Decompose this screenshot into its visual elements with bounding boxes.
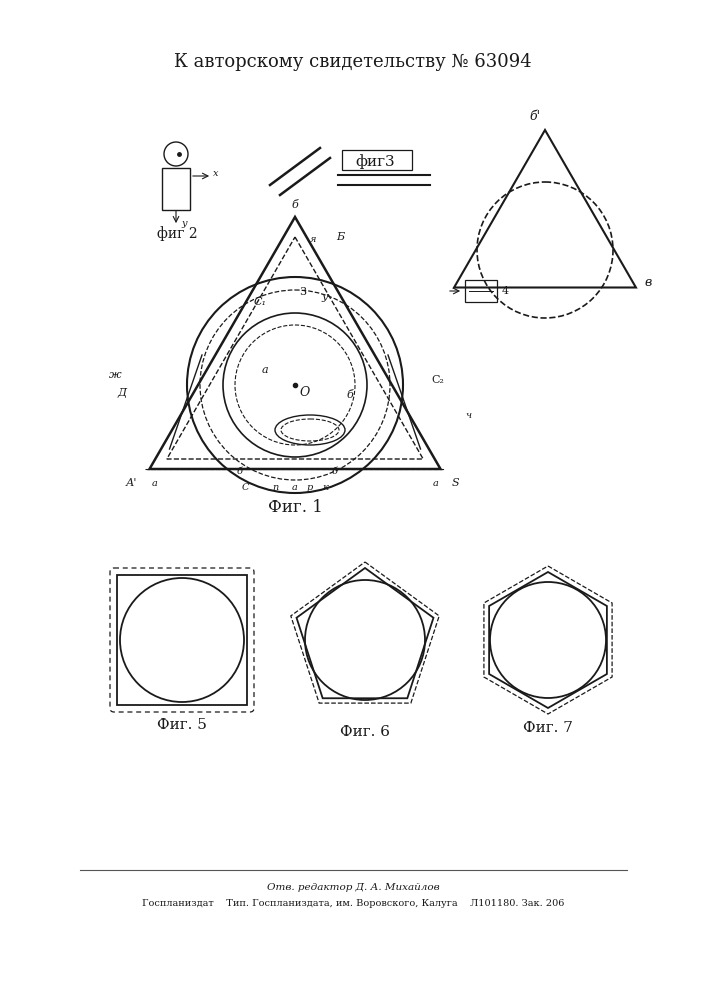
Text: Фиг. 1: Фиг. 1 bbox=[267, 498, 322, 516]
Bar bbox=[465, 280, 497, 302]
Text: S: S bbox=[452, 478, 460, 488]
Text: y: y bbox=[181, 220, 187, 229]
Text: Отв. редактор Д. А. Михайлов: Отв. редактор Д. А. Михайлов bbox=[267, 884, 439, 892]
Text: б: б bbox=[291, 200, 298, 210]
Text: б: б bbox=[346, 390, 354, 400]
Text: а: а bbox=[292, 483, 298, 491]
Text: x: x bbox=[214, 169, 218, 178]
Text: К авторскому свидетельству № 63094: К авторскому свидетельству № 63094 bbox=[174, 53, 532, 71]
Text: ч: ч bbox=[465, 410, 471, 420]
Text: б': б' bbox=[530, 109, 540, 122]
Bar bbox=[117, 575, 247, 705]
Text: Б: Б bbox=[336, 232, 344, 242]
Bar bbox=[162, 168, 190, 210]
Text: а: а bbox=[433, 479, 438, 488]
Text: O: O bbox=[300, 386, 310, 399]
Bar bbox=[342, 150, 412, 170]
Text: у: у bbox=[322, 292, 328, 302]
Text: а: а bbox=[262, 365, 269, 375]
Text: б: б bbox=[332, 468, 338, 477]
Text: в: в bbox=[644, 276, 652, 289]
Text: к: к bbox=[322, 483, 328, 491]
Text: Фиг. 5: Фиг. 5 bbox=[157, 718, 207, 732]
Text: С₂: С₂ bbox=[431, 375, 445, 385]
Text: 3: 3 bbox=[300, 287, 307, 297]
Text: 4: 4 bbox=[501, 286, 508, 296]
Text: С: С bbox=[241, 483, 249, 491]
Text: Д: Д bbox=[117, 388, 127, 398]
Text: С₁: С₁ bbox=[254, 297, 267, 307]
Text: а: а bbox=[151, 479, 158, 488]
Text: п: п bbox=[272, 483, 278, 491]
Text: я: я bbox=[310, 234, 316, 243]
Text: ж: ж bbox=[109, 370, 122, 380]
Text: фиг3: фиг3 bbox=[355, 155, 395, 169]
Text: р: р bbox=[307, 483, 313, 491]
Text: А': А' bbox=[126, 478, 137, 488]
Text: Госпланиздат    Тип. Госпланиздата, им. Воровского, Калуга    Л101180. Зак. 206: Госпланиздат Тип. Госпланиздата, им. Вор… bbox=[142, 900, 564, 908]
Text: фиг 2: фиг 2 bbox=[157, 227, 198, 241]
Text: Фиг. 6: Фиг. 6 bbox=[340, 725, 390, 739]
Text: б: б bbox=[237, 468, 243, 477]
Text: Фиг. 7: Фиг. 7 bbox=[523, 721, 573, 735]
